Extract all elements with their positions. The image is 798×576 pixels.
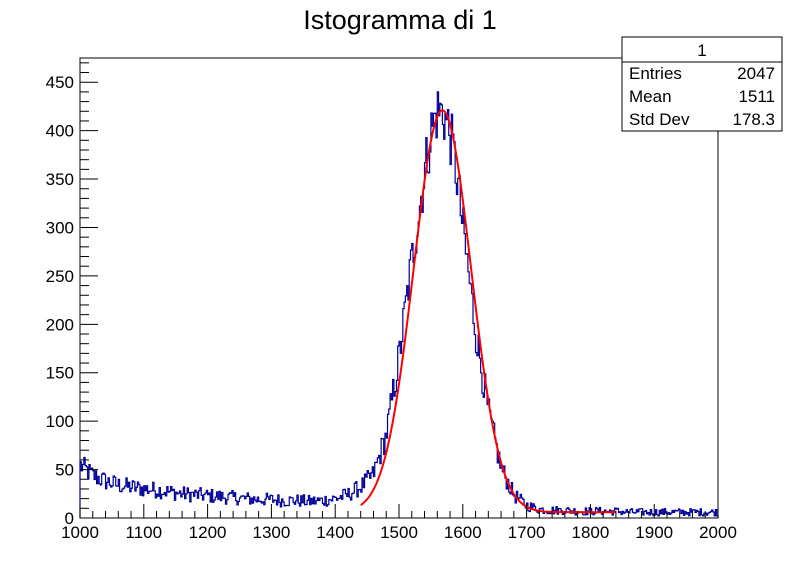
stats-entries-label: Entries (629, 64, 682, 83)
plot-frame (79, 57, 719, 519)
fit-curve (360, 109, 616, 514)
x-tick-label: 1800 (571, 523, 609, 542)
y-tick-label: 400 (46, 122, 74, 141)
x-tick-label: 1300 (252, 523, 290, 542)
y-tick-label: 0 (65, 509, 74, 528)
y-tick-label: 100 (46, 412, 74, 431)
y-tick-label: 150 (46, 364, 74, 383)
stats-box: 1 Entries 2047 Mean 1511 Std Dev 178.3 (621, 36, 783, 132)
x-tick-label: 1600 (444, 523, 482, 542)
y-tick-label: 50 (55, 461, 74, 480)
x-tick-label: 1200 (189, 523, 227, 542)
stats-box-frame (621, 36, 783, 132)
x-tick-label: 2000 (699, 523, 737, 542)
y-tick-label: 250 (46, 267, 74, 286)
stats-stddev-value: 178.3 (732, 110, 775, 129)
stats-box-name: 1 (697, 41, 706, 60)
stats-mean-value: 1511 (738, 87, 775, 106)
x-tick-label: 1500 (380, 523, 418, 542)
y-tick-label: 350 (46, 170, 74, 189)
axes: 1000 1100 1200 1300 1400 1500 1600 1700 1800 1900… (46, 62, 737, 542)
x-tick-label: 1700 (508, 523, 546, 542)
x-tick-label: 1400 (316, 523, 354, 542)
stats-entries-value: 2047 (737, 64, 775, 83)
chart-title: Istogramma di 1 (303, 5, 497, 35)
x-tick-label: 1000 (61, 523, 99, 542)
y-tick-label: 300 (46, 218, 74, 237)
y-tick-label: 200 (46, 315, 74, 334)
y-tick-label: 450 (46, 73, 74, 92)
stats-stddev-label: Std Dev (629, 110, 690, 129)
stats-mean-label: Mean (629, 87, 672, 106)
x-tick-label: 1900 (635, 523, 673, 542)
fit-layer (360, 109, 616, 514)
x-tick-label: 1100 (126, 523, 163, 542)
